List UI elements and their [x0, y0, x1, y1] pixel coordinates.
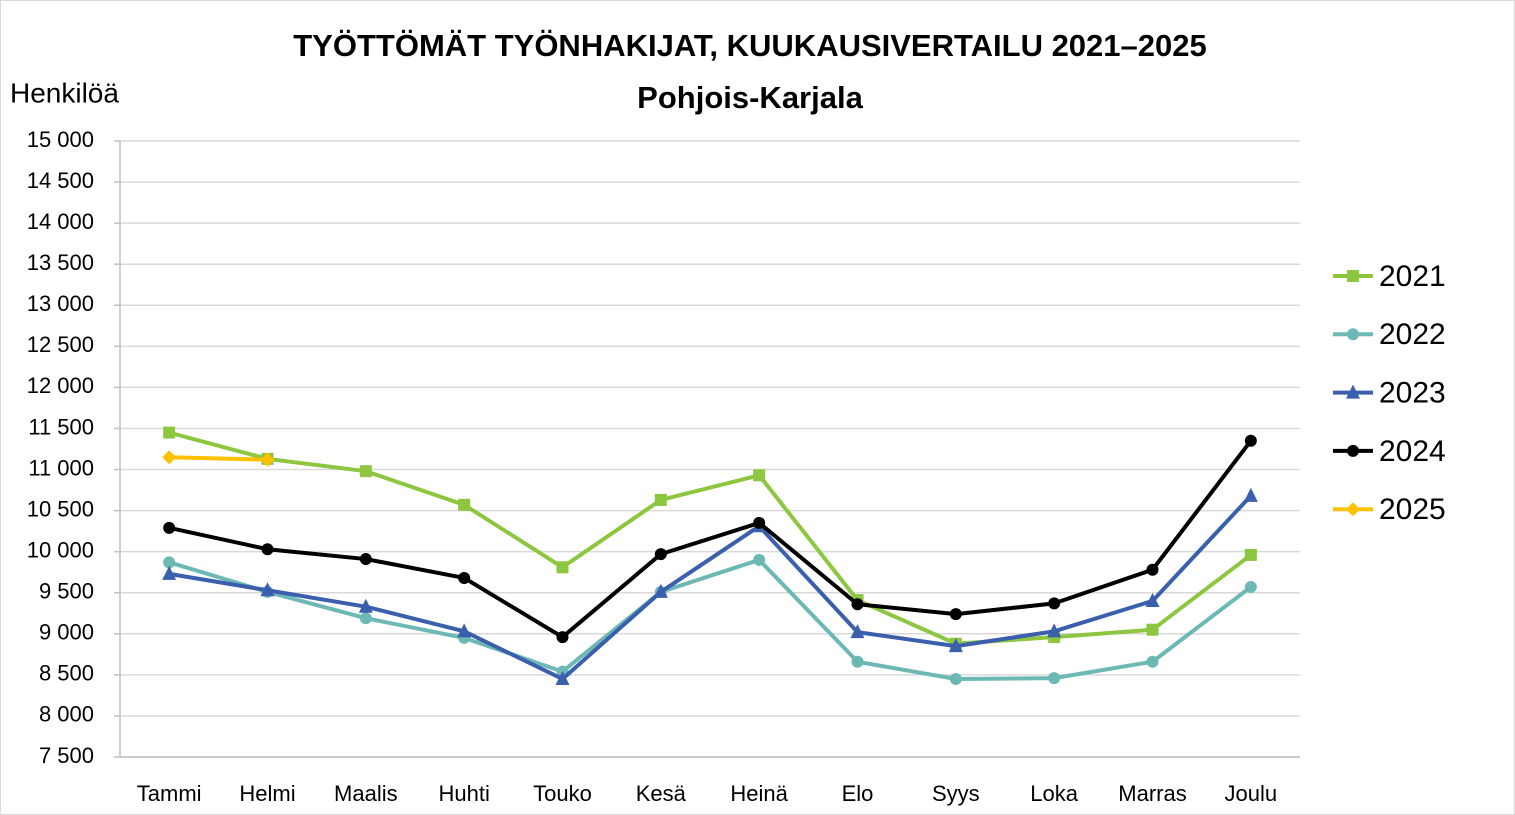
data-point [458, 571, 471, 584]
series-line [168, 439, 1253, 640]
data-point [1244, 434, 1257, 447]
data-point [1048, 597, 1061, 610]
x-tick-label: Loka [1030, 781, 1078, 806]
data-point [555, 670, 570, 685]
data-point [1146, 655, 1159, 668]
data-point [948, 638, 963, 653]
data-point [753, 553, 766, 566]
y-tick-label: 15 000 [27, 127, 94, 152]
chart-subtitle: Pohjois-Karjala [637, 80, 863, 115]
data-point [261, 543, 274, 556]
data-point [556, 631, 569, 644]
data-point [359, 612, 372, 625]
data-point [753, 516, 766, 529]
data-point [850, 624, 865, 639]
data-point [1047, 623, 1062, 638]
legend-label: 2024 [1379, 435, 1446, 468]
chart-title: TYÖTTÖMÄT TYÖNHAKIJAT, KUUKAUSIVERTAILU … [293, 28, 1207, 63]
data-point [851, 598, 864, 611]
data-point [163, 426, 176, 439]
y-tick-label: 8 500 [39, 661, 94, 686]
series-line [168, 494, 1253, 681]
y-tick-label: 11 000 [28, 455, 94, 480]
series-line [168, 430, 1253, 646]
data-point [260, 582, 275, 597]
legend-label: 2021 [1379, 260, 1446, 293]
legend-swatch-marker [1347, 444, 1359, 457]
y-tick-label: 13 000 [27, 291, 94, 316]
data-point [1244, 580, 1257, 593]
data-point [162, 565, 177, 580]
data-point [1145, 592, 1160, 607]
data-point [556, 561, 569, 574]
data-point [753, 469, 766, 482]
y-tick-label: 14 000 [27, 209, 94, 234]
x-tick-label: Syys [932, 781, 980, 806]
legend-swatch-marker [1347, 270, 1359, 282]
data-point [359, 465, 372, 478]
y-tick-label: 13 500 [27, 250, 94, 275]
x-tick-label: Tammi [137, 781, 202, 806]
y-tick-label: 9 000 [39, 620, 94, 645]
x-tick-label: Kesä [636, 781, 687, 806]
data-point [1146, 563, 1159, 576]
legend-swatch-marker [1346, 384, 1360, 399]
x-tick-label: Helmi [239, 781, 295, 806]
x-tick-label: Heinä [730, 781, 788, 806]
data-point [1146, 623, 1159, 636]
y-tick-label: 12 500 [27, 332, 94, 357]
data-point [949, 608, 962, 621]
data-point [654, 548, 667, 561]
data-point [457, 623, 472, 638]
y-tick-label: 9 500 [39, 579, 94, 604]
y-tick-label: 10 500 [27, 496, 94, 521]
legend-swatch-marker [1347, 328, 1359, 341]
y-tick-label: 12 000 [27, 373, 94, 398]
data-point [1244, 548, 1257, 561]
x-tick-label: Joulu [1225, 781, 1278, 806]
y-tick-label: 14 500 [27, 168, 94, 193]
data-point [260, 452, 275, 467]
data-point [163, 521, 176, 534]
legend-swatch-marker [1346, 502, 1360, 517]
legend-label: 2023 [1379, 377, 1446, 410]
y-tick-label: 8 000 [39, 702, 94, 727]
y-tick-label: 11 500 [28, 414, 94, 439]
x-tick-label: Touko [533, 781, 592, 806]
series-line [169, 455, 268, 462]
data-point [653, 583, 668, 598]
data-point [163, 556, 176, 569]
x-tick-label: Marras [1118, 781, 1186, 806]
x-tick-label: Huhti [438, 781, 489, 806]
data-point [359, 553, 372, 566]
data-point [358, 598, 373, 613]
data-point [1048, 672, 1061, 685]
data-point [162, 450, 177, 465]
y-axis-label: Henkilöä [10, 77, 119, 108]
y-tick-label: 10 000 [27, 537, 94, 562]
data-point [458, 498, 471, 511]
legend-label: 2022 [1379, 318, 1446, 351]
data-point [1243, 487, 1258, 502]
x-tick-label: Maalis [334, 781, 398, 806]
data-point [654, 493, 667, 506]
data-point [949, 672, 962, 685]
legend-label: 2025 [1379, 493, 1446, 526]
series-line [168, 557, 1253, 681]
x-tick-label: Elo [842, 781, 874, 806]
y-tick-label: 7 500 [39, 743, 94, 768]
data-point [851, 655, 864, 668]
